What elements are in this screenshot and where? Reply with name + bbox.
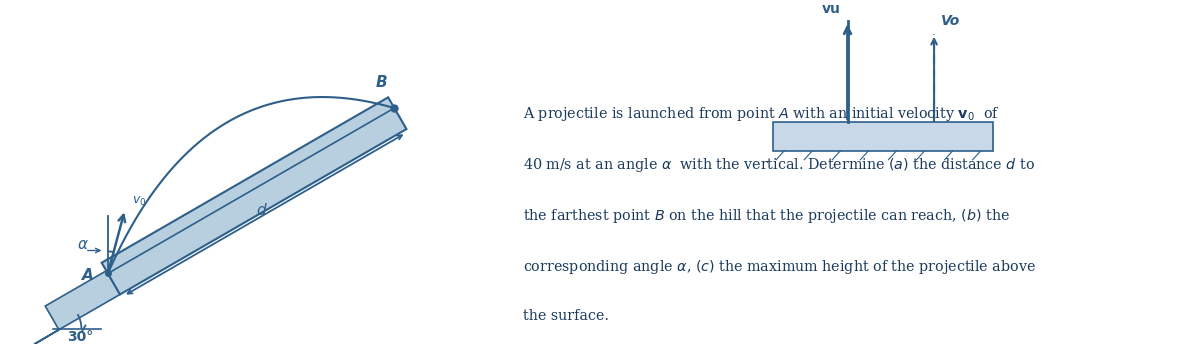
Text: $v_0$: $v_0$ <box>132 195 146 208</box>
Text: $d$: $d$ <box>257 202 268 218</box>
Text: the surface.: the surface. <box>522 309 608 323</box>
Text: Vo: Vo <box>941 14 960 29</box>
Text: the farthest point $B$ on the hill that the projectile can reach, $(b)$ the: the farthest point $B$ on the hill that … <box>522 207 1009 225</box>
Text: vu: vu <box>822 2 840 16</box>
Polygon shape <box>34 271 120 344</box>
Text: corresponding angle $\alpha$, $(c)$ the maximum height of the projectile above: corresponding angle $\alpha$, $(c)$ the … <box>522 258 1036 276</box>
Text: B: B <box>376 75 386 90</box>
Text: A: A <box>82 268 94 283</box>
Text: 40 m/s at an angle $\alpha$  with the vertical. Determine $(a)$ the distance $d$: 40 m/s at an angle $\alpha$ with the ver… <box>522 156 1034 174</box>
Text: 30°: 30° <box>67 330 94 344</box>
FancyBboxPatch shape <box>773 122 992 151</box>
Polygon shape <box>102 97 407 294</box>
Text: $\alpha$: $\alpha$ <box>77 237 89 252</box>
Text: A projectile is launched from point $A$ with an initial velocity $\mathbf{v}_0$ : A projectile is launched from point $A$ … <box>522 105 1000 123</box>
